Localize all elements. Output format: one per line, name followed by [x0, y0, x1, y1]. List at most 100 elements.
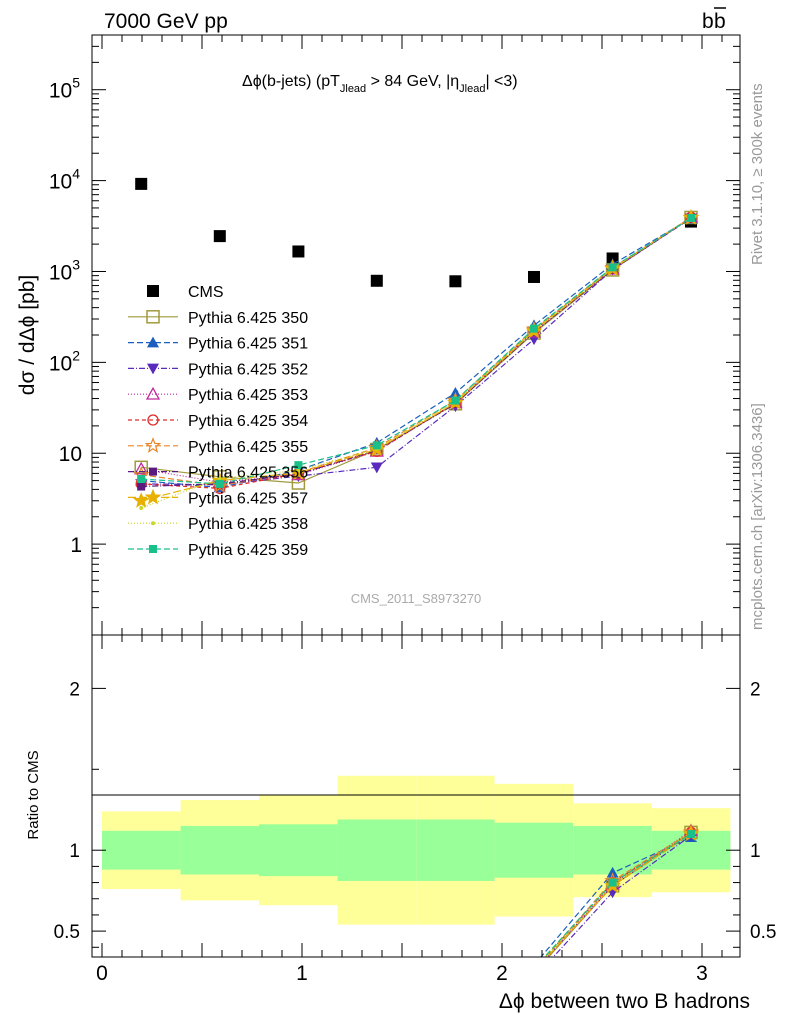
- legend-marker-p359: [149, 545, 157, 553]
- y-tick-label: 104: [49, 166, 80, 194]
- ratio-y-tick-label-right: 1: [750, 841, 761, 862]
- header-right-label: b b: [702, 7, 726, 33]
- data-point-p359-2: [294, 461, 303, 470]
- ratio-line-p359: [543, 833, 692, 957]
- legend-marker-p353: [145, 386, 161, 400]
- legend: CMS Pythia 6.425 350 Pythia 6.425 351 Pythi…: [128, 284, 308, 559]
- svg-text:b: b: [702, 10, 714, 33]
- data-point-p359-6: [608, 263, 617, 272]
- legend-entry-p352: Pythia 6.425 352: [128, 361, 308, 378]
- ratio-point-p351-0: [528, 959, 540, 970]
- legend-entry-p359: Pythia 6.425 359: [128, 542, 308, 559]
- plot-title: Δϕ(b-jets) (pTJlead > 84 GeV, |ηJlead| <…: [242, 73, 518, 95]
- legend-label: Pythia 6.425 350: [188, 310, 308, 327]
- x-tick-label: 1: [296, 962, 308, 985]
- data-point-cms-3: [370, 274, 383, 287]
- data-point-cms-1: [213, 230, 226, 243]
- legend-marker-p357: [144, 488, 162, 505]
- x-tick-label: 2: [496, 962, 508, 985]
- legend-entry-p350: Pythia 6.425 350: [128, 310, 308, 327]
- ratio-band-inner-0: [102, 830, 181, 870]
- watermark-label: CMS_2011_S8973270: [351, 591, 482, 606]
- data-point-p356-0: [137, 482, 146, 491]
- ratio-point-p359-1: [608, 878, 617, 887]
- ratio-plot-frame: [91, 634, 741, 958]
- data-point-p359-0: [137, 475, 146, 484]
- data-point-p359-3: [372, 441, 381, 450]
- ratio-point-p358-0: [532, 968, 536, 972]
- legend-label: CMS: [188, 284, 224, 301]
- ratio-point-p353-0: [528, 966, 540, 977]
- legend-marker-p354: [147, 414, 159, 426]
- legend-label: Pythia 6.425 357: [188, 490, 308, 507]
- ratio-point-p359-2: [687, 830, 695, 839]
- svg-text:Δϕ(b-jets) (pTJlead > 84 GeV,: Δϕ(b-jets) (pTJlead > 84 GeV, |ηJlead| <…: [242, 73, 518, 95]
- legend-entry-p358: Pythia 6.425 358: [128, 516, 308, 533]
- ratio-band-inner-5: [494, 822, 574, 878]
- data-point-p359-5: [530, 324, 538, 333]
- ratio-point-p354-0: [529, 965, 539, 975]
- series-line-p354: [141, 216, 692, 490]
- legend-marker-p355: [144, 437, 162, 453]
- data-point-cms-4: [449, 275, 462, 288]
- data-point-p358-2: [296, 468, 301, 473]
- legend-marker-p350: [146, 310, 160, 324]
- y-tick-label: 1: [70, 534, 82, 557]
- data-point-cms-5: [528, 270, 540, 283]
- ratio-y-tick-label-right: 2: [750, 679, 761, 700]
- legend-label: Pythia 6.425 356: [188, 465, 308, 482]
- series-line-p359: [141, 217, 692, 485]
- main-y-axis-label: dσ / dΔϕ [pb]: [16, 275, 39, 395]
- main-plot-panel: 1 10 102 103 104 105 dσ / dΔϕ [pb] Δϕ(b-jets)…: [16, 34, 741, 636]
- series-line-p351: [141, 217, 692, 489]
- data-point-p353-0: [134, 461, 149, 475]
- legend-entry-p354: Pythia 6.425 354: [128, 413, 308, 430]
- x-axis-label: Δϕ between two B hadrons: [499, 990, 750, 1013]
- x-tick-label: 3: [696, 962, 708, 985]
- ratio-line-p352: [552, 835, 692, 957]
- data-point-p359-1: [215, 479, 224, 488]
- sidebar-rivet-label: Rivet 3.1.10, ≥ 300k events: [749, 83, 766, 265]
- legend-label: Pythia 6.425 353: [188, 387, 308, 404]
- ratio-band-inner-3: [337, 819, 417, 881]
- ratio-point-p359-0: [530, 964, 538, 972]
- data-point-p358-0: [139, 505, 144, 510]
- data-point-p358-1: [217, 476, 222, 481]
- y-tick-label: 102: [49, 347, 80, 375]
- legend-marker-p352: [147, 363, 159, 375]
- ratio-band-inner-1: [180, 825, 259, 875]
- ratio-plot-panel: 0.5 0.5 1 1 2 2 0 1 2 3 Ratio to CMS Δϕ between …: [25, 634, 776, 1013]
- ratio-y-tick-label-right: 0.5: [750, 922, 776, 943]
- legend-entry-cms: CMS: [147, 284, 224, 301]
- series-line-p358: [140, 217, 692, 509]
- legend-marker-p351: [147, 336, 159, 348]
- legend-entry-p353: Pythia 6.425 353: [128, 386, 308, 404]
- ratio-point-p355-0: [527, 963, 540, 976]
- sidebar-mcplots-label: mcplots.cern.ch [arXiv:1306.3436]: [749, 403, 766, 630]
- y-tick-label: 10: [59, 443, 82, 466]
- x-tick-label: 0: [96, 962, 108, 985]
- y-tick-label: 103: [49, 256, 80, 284]
- data-point-p359-7: [687, 213, 695, 222]
- y-tick-label: 105: [49, 75, 80, 103]
- ratio-y-axis-label: Ratio to CMS: [25, 750, 42, 839]
- ratio-y-tick-label-left: 0.5: [54, 922, 80, 943]
- ratio-point-p350-0: [528, 967, 540, 979]
- ratio-y-tick-label-left: 2: [69, 679, 80, 700]
- data-point-p359-4: [451, 396, 460, 405]
- legend-entry-p356: Pythia 6.425 356: [128, 465, 308, 482]
- legend-marker-p358: [151, 521, 155, 526]
- ratio-band-inner-2: [259, 824, 338, 877]
- data-point-p352-3: [370, 462, 383, 474]
- legend-label: Pythia 6.425 358: [188, 516, 308, 533]
- legend-marker-p356: [149, 467, 157, 476]
- legend-label: Pythia 6.425 359: [188, 542, 308, 559]
- ratio-band-inner-4: [416, 819, 495, 881]
- ratio-point-p357-0: [527, 965, 540, 978]
- data-point-p357-0: [132, 492, 150, 508]
- series-line-p356: [141, 217, 692, 488]
- legend-marker-cms: [147, 285, 159, 297]
- ratio-y-tick-label-left: 1: [69, 841, 80, 862]
- legend-entry-p351: Pythia 6.425 351: [128, 336, 308, 353]
